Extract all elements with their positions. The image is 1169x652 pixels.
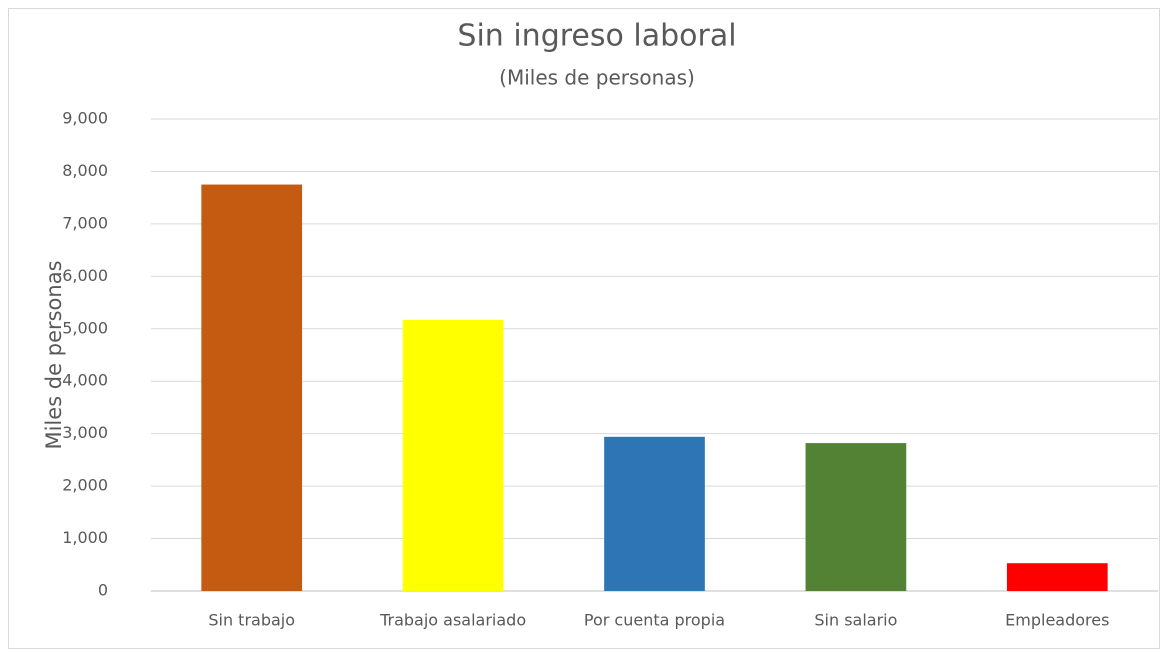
y-tick-label: 5,000 (62, 318, 108, 337)
x-tick-label: Trabajo asalariado (379, 611, 526, 630)
y-tick-label: 0 (98, 581, 108, 600)
bar (402, 319, 504, 591)
bar (604, 436, 705, 591)
bar (1006, 563, 1108, 591)
x-tick-label: Empleadores (1005, 611, 1109, 630)
chart-title: Sin ingreso laboral (457, 19, 736, 54)
y-axis-label: Miles de personas (42, 260, 66, 449)
y-tick-label: 9,000 (62, 109, 108, 128)
bar (201, 184, 303, 592)
x-tick-label: Sin trabajo (208, 611, 295, 630)
y-tick-label: 4,000 (62, 371, 108, 390)
chart-subtitle: (Miles de personas) (499, 66, 695, 90)
x-tick-label: Por cuenta propia (584, 611, 725, 630)
y-tick-label: 1,000 (62, 528, 108, 547)
x-tick-label: Sin salario (814, 611, 897, 630)
y-tick-label: 8,000 (62, 161, 108, 180)
y-tick-label: 2,000 (62, 476, 108, 495)
y-tick-label: 6,000 (62, 266, 108, 285)
y-tick-label: 3,000 (62, 423, 108, 442)
y-tick-label: 7,000 (62, 213, 108, 232)
bar (805, 443, 907, 591)
